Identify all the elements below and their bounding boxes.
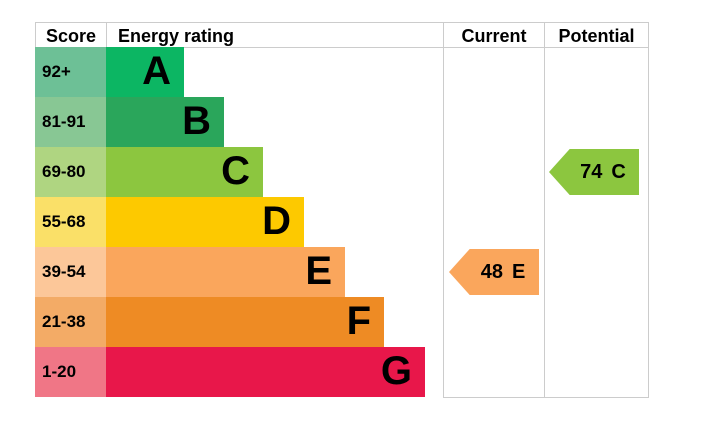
band-row-c: 69-80 C	[35, 147, 648, 197]
table-top-border	[35, 22, 649, 23]
score-column-divider	[106, 22, 107, 48]
potential-column-header: Potential	[558, 26, 635, 46]
table-right-border	[648, 22, 649, 398]
header-bottom-border	[35, 47, 649, 48]
score-range-g: 1-20	[35, 347, 106, 397]
score-range-c: 69-80	[35, 147, 106, 197]
band-bar-e: E	[106, 247, 345, 297]
band-bar-g: G	[106, 347, 425, 397]
potential-rating-value: 74	[580, 160, 603, 183]
score-column-header: Score	[45, 26, 97, 46]
energy-rating-column-header: Energy rating	[118, 26, 235, 46]
score-range-b: 81-91	[35, 97, 106, 147]
potential-column-left-border	[544, 22, 545, 398]
potential-rating-band: C	[611, 160, 626, 183]
band-bar-d: D	[106, 197, 304, 247]
score-range-d: 55-68	[35, 197, 106, 247]
band-row-e: 39-54 E	[35, 247, 648, 297]
current-rating-value: 48	[480, 260, 503, 283]
band-row-b: 81-91 B	[35, 97, 648, 147]
score-range-e: 39-54	[35, 247, 106, 297]
band-row-a: 92+ A	[35, 47, 648, 97]
current-column-left-border	[443, 22, 444, 398]
potential-rating-arrow: 74 C	[549, 149, 639, 195]
band-row-d: 55-68 D	[35, 197, 648, 247]
band-bar-b: B	[106, 97, 224, 147]
band-row-g: 1-20 G	[35, 347, 648, 397]
score-range-a: 92+	[35, 47, 106, 97]
current-column-header: Current	[461, 26, 527, 46]
header-left-border	[35, 22, 36, 48]
band-bar-c: C	[106, 147, 263, 197]
current-rating-band: E	[511, 260, 526, 283]
band-bar-a: A	[106, 47, 184, 97]
current-rating-arrow: 48 E	[449, 249, 539, 295]
band-bar-f: F	[106, 297, 384, 347]
band-row-f: 21-38 F	[35, 297, 648, 347]
score-range-f: 21-38	[35, 297, 106, 347]
table-bottom-border	[443, 397, 649, 398]
